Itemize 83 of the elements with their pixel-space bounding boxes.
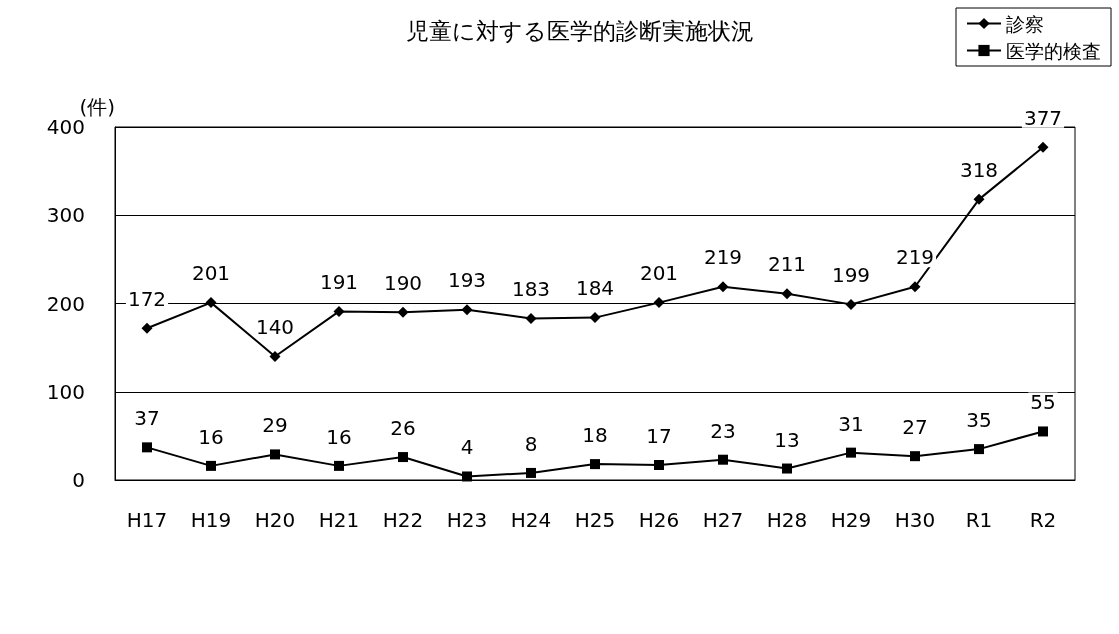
data-label: 16: [198, 424, 224, 449]
point: [718, 454, 728, 465]
data-label: 191: [319, 269, 359, 294]
legend-label: 医学的検査: [1006, 39, 1101, 62]
data-label: 35: [966, 408, 992, 433]
point: [462, 471, 472, 482]
point: [910, 451, 920, 462]
point: [589, 312, 601, 324]
y-tick-label: 0: [72, 468, 85, 492]
data-label: 199: [831, 262, 871, 287]
point: [142, 442, 152, 453]
x-tick-label: R2: [1029, 508, 1057, 532]
data-label: 16: [326, 424, 352, 449]
x-tick-label: H28: [766, 508, 808, 532]
x-tick-label: H23: [446, 508, 488, 532]
point: [269, 350, 281, 362]
point: [525, 313, 537, 324]
data-label: 184: [575, 276, 615, 301]
data-label: 26: [390, 416, 416, 441]
point: [1038, 426, 1048, 437]
point: [1037, 141, 1049, 153]
point: [205, 297, 217, 309]
x-tick-label: H25: [574, 508, 616, 532]
x-tick-label: H29: [830, 508, 872, 532]
x-tick-label: H19: [190, 508, 232, 532]
data-label: 140: [255, 314, 295, 339]
point: [717, 281, 729, 293]
point: [781, 288, 793, 300]
data-label: 193: [447, 268, 487, 293]
y-tick-label: 200: [46, 291, 85, 316]
point: [397, 306, 409, 318]
point: [845, 298, 857, 310]
data-label: 377: [1023, 105, 1063, 130]
data-label: 31: [838, 411, 864, 436]
data-label: 37: [134, 406, 160, 431]
data-label: 219: [703, 245, 743, 270]
point: [270, 449, 280, 460]
data-label: 18: [582, 423, 608, 448]
data-label: 201: [191, 261, 231, 286]
point: [141, 322, 153, 334]
data-label: 190: [383, 270, 423, 295]
data-label: 183: [511, 277, 551, 301]
point: [206, 460, 216, 471]
x-tick-label: R1: [965, 508, 993, 532]
data-label: 201: [639, 261, 679, 286]
y-tick-label: 100: [46, 379, 85, 404]
point: [398, 452, 408, 463]
data-label: 17: [646, 424, 672, 448]
point: [973, 193, 985, 205]
x-tick-label: H17: [126, 508, 168, 532]
data-label: 23: [710, 418, 736, 443]
data-label: 172: [127, 286, 167, 311]
data-label: 318: [959, 157, 999, 182]
data-label: 13: [774, 427, 800, 452]
point: [974, 444, 984, 455]
x-tick-label: H27: [702, 508, 744, 532]
point: [333, 305, 345, 317]
data-label: 29: [262, 413, 288, 438]
x-tick-label: H21: [318, 508, 360, 532]
point: [590, 459, 600, 470]
point: [526, 467, 536, 478]
chart-title: 児童に対する医学的診断実施状況: [406, 17, 754, 44]
data-label: 219: [895, 245, 935, 270]
x-tick-label: H30: [894, 508, 936, 532]
y-axis-title: (件): [79, 95, 115, 119]
x-tick-label: H22: [382, 508, 424, 532]
y-tick-label: 300: [46, 203, 85, 228]
point: [334, 460, 344, 471]
point: [909, 281, 921, 293]
data-label: 8: [524, 431, 538, 456]
point: [846, 447, 856, 458]
legend-label: 診察: [1006, 12, 1044, 35]
x-tick-label: H24: [510, 508, 552, 532]
x-tick-label: H20: [254, 508, 296, 532]
x-tick-label: H26: [638, 508, 680, 532]
data-label: 4: [460, 435, 474, 460]
data-label: 55: [1030, 390, 1056, 415]
point: [653, 297, 665, 309]
point: [782, 463, 792, 474]
data-label: 27: [902, 415, 928, 440]
data-label: 211: [767, 252, 807, 277]
point: [654, 460, 664, 470]
point: [461, 304, 473, 316]
